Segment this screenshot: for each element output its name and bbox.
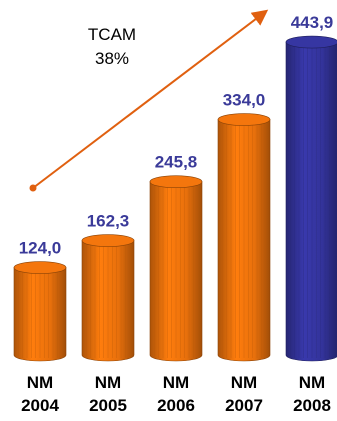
bar-4 (217, 113, 271, 362)
value-label-2: 162,3 (87, 212, 130, 231)
bar-5 (285, 35, 337, 362)
trend-arrow (29, 9, 269, 192)
value-label-5: 443,9 (291, 13, 334, 32)
value-label-4: 334,0 (223, 91, 266, 110)
value-label-3: 245,8 (155, 153, 198, 172)
category-label-2: NM 2005 (89, 373, 127, 415)
bar-2 (81, 234, 135, 362)
cagr-label: TCAM (88, 25, 136, 44)
trend-line (32, 9, 269, 189)
value-label-1: 124,0 (19, 239, 62, 258)
category-label-1: NM 2004 (21, 373, 59, 415)
cagr-value: 38% (95, 49, 129, 68)
bar-3 (149, 175, 203, 362)
bar-1 (13, 261, 67, 362)
category-label-5: NM 2008 (293, 373, 331, 415)
trend-start-dot (29, 184, 37, 192)
category-label-3: NM 2006 (157, 373, 195, 415)
category-label-4: NM 2007 (225, 373, 263, 415)
